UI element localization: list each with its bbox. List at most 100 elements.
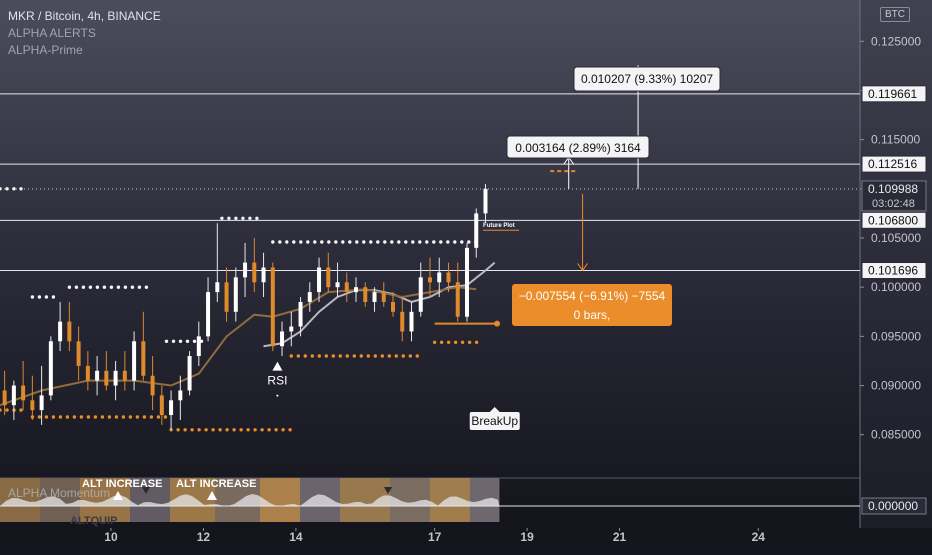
candle-up[interactable]: [206, 277, 211, 342]
candle-up[interactable]: [474, 208, 479, 258]
candle-up[interactable]: [178, 375, 183, 420]
level-dot: [5, 187, 9, 191]
candle-up[interactable]: [372, 287, 377, 312]
candle-up[interactable]: [39, 365, 44, 425]
candle-body: [187, 356, 192, 391]
level-dot: [408, 354, 412, 358]
candle-up[interactable]: [187, 351, 192, 396]
candle-up[interactable]: [280, 321, 285, 357]
candle-up[interactable]: [169, 390, 174, 430]
dotted-level: [289, 354, 419, 358]
level-dot: [289, 354, 293, 358]
candle-up[interactable]: [11, 380, 16, 420]
candle-up[interactable]: [307, 282, 312, 312]
candle-down[interactable]: [122, 351, 127, 391]
candle-up[interactable]: [418, 262, 423, 317]
measure-label[interactable]: −0.007554 (−6.91%) −7554: [519, 289, 666, 303]
candle-up[interactable]: [215, 223, 220, 302]
level-dot: [338, 354, 342, 358]
measure-bars-label[interactable]: 0 bars,: [574, 308, 611, 322]
candle-down[interactable]: [67, 301, 72, 352]
candle-down[interactable]: [85, 351, 90, 391]
candle-up[interactable]: [243, 242, 248, 298]
currency-badge[interactable]: BTC: [880, 7, 910, 22]
candle-up[interactable]: [298, 297, 303, 337]
candle-up[interactable]: [233, 267, 238, 322]
price-tick-label: 0.090000: [871, 379, 921, 393]
candle-down[interactable]: [159, 385, 164, 425]
level-dot: [225, 428, 229, 432]
candle-down[interactable]: [252, 238, 257, 293]
level-dot: [130, 285, 135, 289]
level-dot: [369, 240, 373, 244]
candle-up[interactable]: [113, 360, 118, 401]
candle-up[interactable]: [483, 183, 488, 224]
candle-up[interactable]: [196, 321, 201, 366]
measure-label-box[interactable]: [573, 66, 721, 92]
indicator-alpha-prime[interactable]: ALPHA-Prime: [8, 43, 83, 57]
candle-up[interactable]: [58, 301, 63, 352]
candle-down[interactable]: [381, 282, 386, 307]
candle-down[interactable]: [30, 375, 35, 420]
candle-down[interactable]: [326, 252, 331, 293]
level-dot: [241, 216, 245, 220]
level-dot: [192, 339, 197, 343]
level-dot: [271, 240, 275, 244]
candle-down[interactable]: [363, 282, 368, 307]
level-dot: [432, 240, 436, 244]
candle-down[interactable]: [400, 297, 405, 342]
breakup-label-box[interactable]: [469, 412, 520, 431]
level-dot: [178, 339, 183, 343]
level-price-label: 0.119661: [868, 87, 917, 101]
candle-up[interactable]: [317, 257, 322, 302]
candle-down[interactable]: [344, 272, 349, 302]
candle-down[interactable]: [141, 311, 146, 381]
candle-down[interactable]: [455, 262, 460, 322]
candle-up[interactable]: [261, 252, 266, 298]
candle-up[interactable]: [464, 242, 469, 322]
level-dot: [415, 354, 419, 358]
candle-down[interactable]: [104, 351, 109, 391]
candle-down[interactable]: [150, 356, 155, 411]
candle-down[interactable]: [270, 262, 275, 352]
candle-down[interactable]: [391, 292, 396, 317]
measure-label-box[interactable]: [506, 135, 650, 159]
level-dot: [288, 428, 292, 432]
candle-down[interactable]: [428, 257, 432, 298]
candle-down[interactable]: [224, 267, 229, 322]
measure-label[interactable]: 0.003164 (2.89%) 3164: [515, 141, 641, 155]
level-dot: [12, 187, 16, 191]
level-dot: [86, 415, 91, 419]
candle-up[interactable]: [354, 277, 359, 302]
candle-up[interactable]: [95, 356, 100, 396]
candle-up[interactable]: [132, 331, 137, 391]
indicator-alpha-alerts[interactable]: ALPHA ALERTS: [8, 26, 96, 40]
level-dot: [37, 415, 42, 419]
candle-down[interactable]: [446, 262, 451, 293]
candle-body: [196, 336, 201, 357]
candle-down[interactable]: [76, 326, 81, 381]
symbol-title[interactable]: MKR / Bitcoin, 4h, BINANCE: [8, 9, 161, 23]
candle-up[interactable]: [289, 311, 294, 347]
candle-body: [381, 292, 386, 302]
measure-label[interactable]: 0.010207 (9.33%) 10207: [581, 72, 713, 86]
level-dot: [383, 240, 387, 244]
candle-up[interactable]: [437, 257, 442, 298]
breakup-label[interactable]: BreakUp: [471, 414, 518, 428]
candle-down[interactable]: [2, 370, 7, 416]
level-dot: [67, 285, 72, 289]
candle-up[interactable]: [409, 301, 414, 342]
measure-label-box[interactable]: [512, 284, 672, 326]
level-price-box: [861, 155, 927, 173]
candle-body: [326, 267, 331, 288]
level-dot: [341, 240, 345, 244]
level-dot: [394, 354, 398, 358]
candle-body: [178, 390, 183, 401]
price-tick-label: 0.085000: [871, 428, 921, 442]
candle-up[interactable]: [48, 336, 53, 401]
candle-down[interactable]: [21, 360, 26, 411]
oscillator-zero-label: 0.000000: [868, 499, 918, 513]
candle-body: [363, 287, 368, 302]
candle-up[interactable]: [335, 262, 340, 298]
